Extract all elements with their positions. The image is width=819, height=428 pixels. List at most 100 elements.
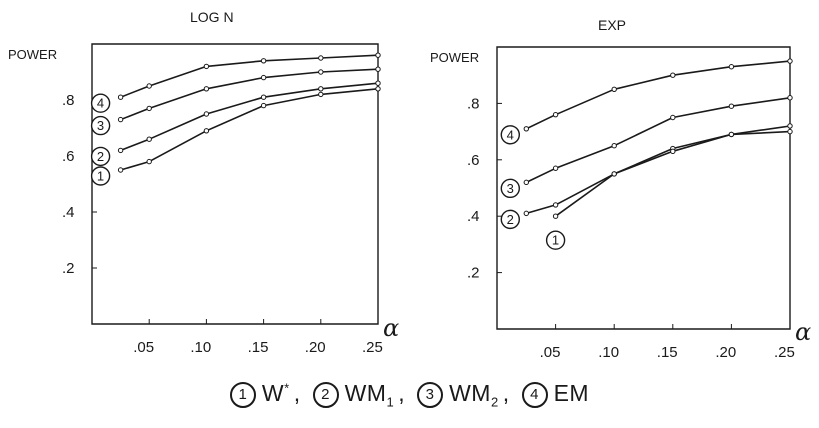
data-point [375,80,381,86]
x-tick-label: .15 [657,344,678,361]
legend-label: W [261,380,285,406]
legend-separator: , [502,380,510,406]
x-axis-label: α [795,318,811,346]
legend-item: 3 WM2, [417,380,518,410]
data-point [260,58,267,64]
data-point [146,136,152,142]
legend-separator: , [398,380,406,406]
series-label-circle [500,178,520,199]
series-line-2 [119,82,379,152]
data-point [728,64,735,70]
y-tick-label: .6 [62,148,75,165]
y-tick-label: .8 [467,95,480,112]
series-label: 2 [97,149,104,164]
series-line-1 [554,130,791,217]
series-label-circle [500,125,520,145]
legend-number: 4 [521,382,548,408]
data-point [552,111,559,118]
data-point [117,94,124,100]
x-tick-label: .20 [715,344,736,361]
data-point [260,94,267,100]
data-point [117,167,124,173]
data-point [203,86,210,92]
x-tick-label: .05 [540,344,561,361]
data-point [117,116,124,123]
figure-canvas: LOG N POWER α .2 .4 .6 .8 .05 .10 .15 .20 .25 1 2 3 4 EX… [8,9,811,361]
data-point [787,95,793,101]
legend-label: WM [344,380,387,406]
data-point [318,91,324,98]
series-line-4 [525,60,791,130]
data-point [670,114,676,121]
y-axis-label: POWER [8,47,57,62]
data-point [670,148,676,155]
series-label-circle [90,146,111,167]
series-line-2 [525,125,791,215]
series-label-circle [90,93,111,113]
series-label-circle [545,230,566,250]
data-point [146,158,152,165]
legend-label: EM [553,380,590,406]
data-point [611,143,617,149]
data-point [523,126,529,132]
legend-subscript: 2 [490,394,499,410]
legend-number: 3 [417,382,444,408]
series-line-4 [119,54,379,98]
series-label-circle [90,166,111,186]
data-point [728,131,735,138]
data-point [670,72,676,78]
series-label: 2 [507,212,514,227]
x-tick-label: .20 [305,339,326,356]
y-tick-label: .4 [467,208,480,225]
data-point [146,105,152,112]
data-point [611,171,617,177]
x-tick-label: .10 [190,339,211,356]
series-line-1 [119,88,379,171]
chart-title: LOG N [190,9,234,25]
legend-number: 2 [312,382,339,408]
data-point [728,103,735,109]
data-point [260,74,267,81]
legend-subscript: 1 [386,394,395,410]
x-axis-label: α [383,314,399,342]
data-point [523,210,529,217]
data-point [203,63,210,70]
y-axis-label: POWER [430,50,479,65]
data-point [375,66,381,72]
legend-separator: , [293,380,301,406]
series-line-3 [525,97,791,184]
legend-label: WM [449,380,491,406]
data-point [318,69,324,75]
x-tick-label: .15 [248,339,269,356]
data-point [787,128,793,135]
series-label: 1 [552,233,559,248]
legend-item: 4 EM [521,380,590,408]
legend-item: 1 W*, [229,380,309,408]
y-tick-label: .6 [467,152,480,169]
x-tick-label: .10 [598,344,619,361]
data-point [375,52,381,58]
y-tick-label: .4 [62,204,75,221]
y-tick-label: .2 [467,265,480,282]
series-line-3 [119,68,379,121]
data-point [375,86,381,92]
y-tick-label: .2 [62,260,75,277]
data-point [203,111,210,117]
legend-item: 2 WM1, [312,380,414,410]
data-point [552,202,559,208]
series-label: 1 [97,169,104,184]
chart-title: EXP [598,17,626,33]
data-point [203,128,210,134]
series-label: 3 [97,118,104,133]
plot-frame [496,46,791,330]
x-tick-label: .25 [774,344,795,361]
series-label: 3 [507,181,514,196]
data-point [787,123,793,129]
y-tick-label: .8 [62,92,75,109]
x-tick-label: .25 [362,339,383,356]
data-point [260,102,267,109]
data-point [552,213,559,219]
legend-number: 1 [229,382,256,408]
series-label-circle [90,115,111,136]
series-label: 4 [97,96,104,111]
